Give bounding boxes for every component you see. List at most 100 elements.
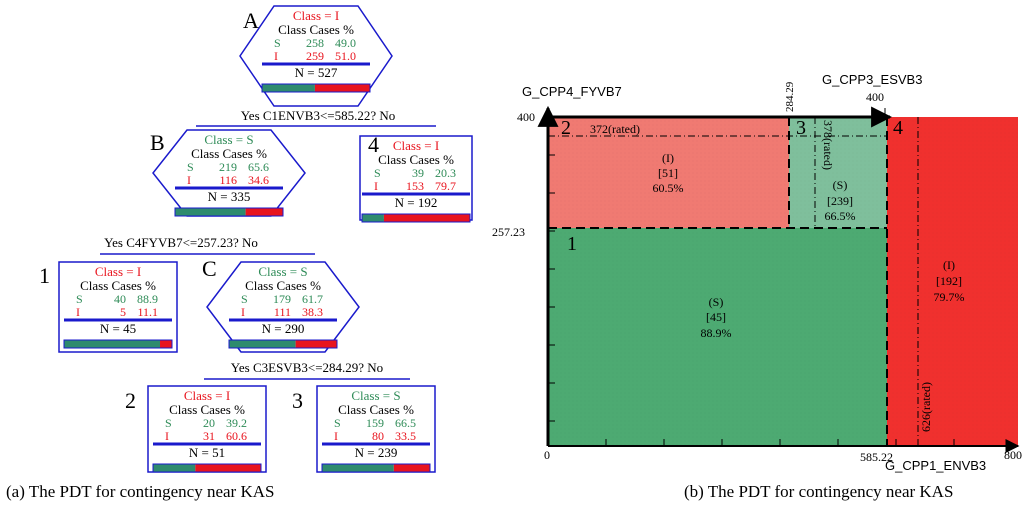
svg-text:66.5%: 66.5% — [825, 209, 856, 223]
svg-text:[239]: [239] — [827, 194, 853, 208]
row-i-pct: 38.3 — [302, 305, 323, 319]
row-s-pct: 49.0 — [335, 36, 356, 50]
split-2: Yes C4FYVB7<=257.23? No — [100, 235, 315, 255]
row-s-cases: 219 — [219, 160, 237, 174]
y-axis-name: G_CPP4_FYVB7 — [522, 84, 622, 99]
bar-s — [153, 464, 196, 472]
bar-s — [229, 340, 296, 348]
row-i-label: I — [374, 179, 378, 193]
node-label: 4 — [368, 132, 379, 157]
x-axis-name: G_CPP1_ENVB3 — [885, 458, 986, 473]
bar-frame — [152, 463, 262, 473]
region-1-number: 1 — [567, 233, 577, 255]
svg-text:[51]: [51] — [658, 166, 678, 180]
row-s-label: S — [76, 292, 83, 306]
node-header: Class Cases % — [378, 152, 454, 167]
node-header: Class Cases % — [80, 278, 156, 293]
split-rule: Yes C1ENVB3<=585.22? No — [241, 108, 396, 123]
rated-label-372: 372(rated) — [590, 122, 640, 136]
node-frame — [147, 385, 267, 473]
x-tick-0: 0 — [544, 448, 550, 462]
node-label: 1 — [39, 263, 50, 288]
row-s-pct: 88.9 — [137, 292, 158, 306]
region-3-stats: (S) [239] 66.5% — [825, 178, 856, 223]
node-header: Class Cases % — [278, 22, 354, 37]
row-i-cases: 259 — [306, 49, 324, 63]
svg-text:(S): (S) — [833, 178, 848, 192]
row-s-pct: 39.2 — [226, 416, 247, 430]
region-2-stats: (I) [51] 60.5% — [653, 151, 684, 195]
row-i-cases: 116 — [219, 173, 237, 187]
node-count: N = 239 — [355, 445, 398, 460]
bar-s — [64, 340, 161, 348]
bar-frame — [174, 207, 284, 217]
top-axis-name: G_CPP3_ESVB3 — [822, 72, 922, 87]
svg-text:60.5%: 60.5% — [653, 181, 684, 195]
top-tick-284: 284.29 — [784, 81, 796, 112]
bar-i — [314, 84, 370, 92]
bar-i — [160, 340, 172, 348]
node-header: Class Cases % — [191, 146, 267, 161]
node-class: Class = I — [293, 8, 339, 23]
node-label: B — [150, 130, 165, 155]
node-count: N = 51 — [189, 445, 225, 460]
x-tick-585: 585.22 — [860, 450, 893, 464]
row-i-cases: 111 — [274, 305, 291, 319]
row-i-pct: 79.7 — [435, 179, 456, 193]
row-s-cases: 179 — [273, 292, 291, 306]
region-1-stats: (S) [45] 88.9% — [701, 295, 732, 340]
node-header: Class Cases % — [245, 278, 321, 293]
row-s-label: S — [334, 416, 341, 430]
row-s-label: S — [187, 160, 194, 174]
rated-label-378: 378(rated) — [821, 120, 835, 170]
partition-diagram: G_CPP4_FYVB7 G_CPP3_ESVB3 G_CPP1_ENVB3 4… — [492, 72, 1022, 473]
row-s-pct: 65.6 — [248, 160, 269, 174]
bar-i — [245, 208, 283, 216]
row-i-pct: 60.6 — [226, 429, 247, 443]
node-frame — [58, 261, 178, 353]
node-header: Class Cases % — [338, 402, 414, 417]
row-i-pct: 34.6 — [248, 173, 269, 187]
node-class: Class = S — [204, 132, 253, 147]
node-frame — [239, 5, 393, 107]
x-minor-ticks — [547, 439, 955, 446]
y-tick-400: 400 — [517, 110, 535, 124]
row-i-cases: 5 — [120, 305, 126, 319]
x-tick-800: 800 — [1004, 448, 1022, 462]
bar-frame — [321, 463, 431, 473]
row-s-label: S — [241, 292, 248, 306]
node-count: N = 192 — [395, 195, 438, 210]
row-s-cases: 39 — [412, 166, 424, 180]
svg-text:88.9%: 88.9% — [701, 326, 732, 340]
node-count: N = 335 — [208, 189, 251, 204]
bar-i — [295, 340, 337, 348]
caption-b: (b) The PDT for contingency near KAS — [684, 482, 954, 501]
node-header: Class Cases % — [169, 402, 245, 417]
row-s-cases: 159 — [366, 416, 384, 430]
node-label: A — [243, 8, 259, 33]
top-tick-400: 400 — [866, 90, 884, 104]
row-s-pct: 20.3 — [435, 166, 456, 180]
rated-label-626: 626(rated) — [919, 382, 933, 432]
node-frame — [206, 261, 360, 353]
node-class: Class = I — [95, 264, 141, 279]
svg-text:[192]: [192] — [936, 274, 962, 288]
bar-s — [362, 214, 384, 222]
svg-text:[45]: [45] — [706, 310, 726, 324]
row-s-cases: 20 — [203, 416, 215, 430]
bar-s — [175, 208, 246, 216]
svg-text:79.7%: 79.7% — [934, 290, 965, 304]
row-s-label: S — [374, 166, 381, 180]
row-i-label: I — [274, 49, 278, 63]
row-i-cases: 153 — [406, 179, 424, 193]
row-s-label: S — [274, 36, 281, 50]
y-minor-ticks — [548, 116, 555, 422]
bar-frame — [63, 339, 173, 349]
row-s-cases: 258 — [306, 36, 324, 50]
region-3-number: 3 — [796, 117, 806, 139]
